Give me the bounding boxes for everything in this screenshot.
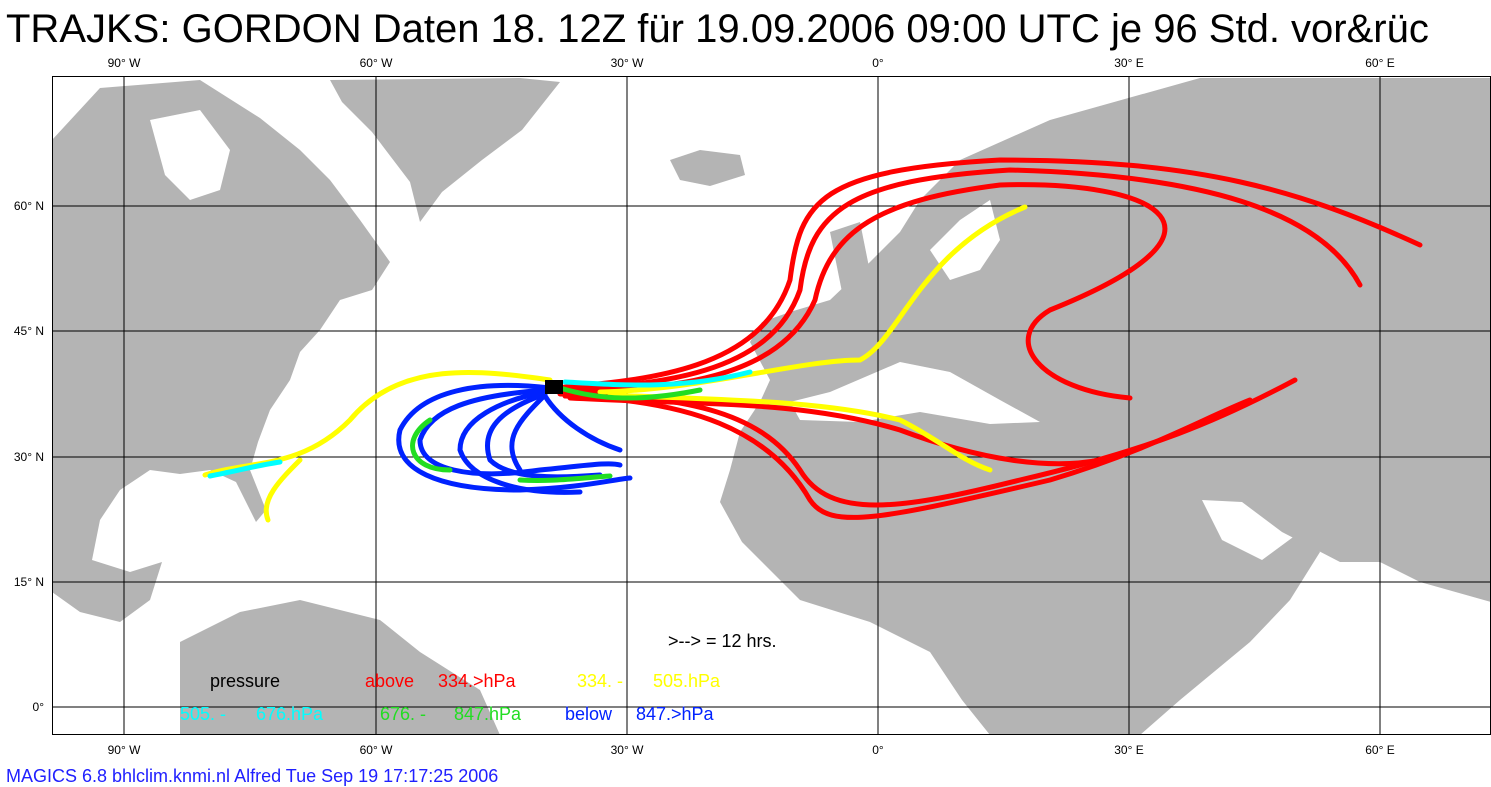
title: TRAJKS: GORDON Daten 18. 12Z für 19.09.2…	[6, 7, 1429, 51]
lon-label-top: 60° E	[1365, 56, 1394, 70]
trajectories	[202, 157, 1423, 523]
lon-label-bottom: 60° E	[1365, 743, 1394, 757]
trajectory	[557, 385, 703, 401]
lat-label: 30° N	[14, 450, 44, 464]
legend-text: 334.>hPa	[438, 671, 517, 691]
lon-label-bottom: 30° E	[1114, 743, 1143, 757]
lat-label: 15° N	[14, 575, 44, 589]
arrow-note: >--> = 12 hrs.	[668, 631, 777, 651]
hudson-bay	[150, 110, 230, 200]
trajectory	[207, 369, 753, 479]
lon-label-bottom: 30° W	[611, 743, 644, 757]
lat-label: 60° N	[14, 199, 44, 213]
legend-text: 334. -	[577, 671, 623, 691]
legend-text: 505. -	[180, 704, 226, 724]
legend-text: 676. -	[380, 704, 426, 724]
trajectory	[484, 391, 603, 480]
lon-label-bottom: 60° W	[360, 743, 393, 757]
trajectory	[417, 387, 623, 477]
legend-text: above	[365, 671, 414, 691]
lat-label: 0°	[33, 700, 45, 714]
lon-label-bottom: 90° W	[108, 743, 141, 757]
lon-label-top: 0°	[872, 56, 884, 70]
trajectory	[509, 393, 623, 473]
trajectory	[552, 157, 1423, 391]
legend-text: 505.hPa	[653, 671, 721, 691]
legend-text: 847.hPa	[454, 704, 522, 724]
legend-text: pressure	[210, 671, 280, 691]
trajectory	[607, 392, 993, 473]
lon-label-top: 90° W	[108, 56, 141, 70]
legend-text: below	[565, 704, 613, 724]
map	[52, 76, 1491, 735]
north-america	[52, 80, 390, 622]
south-america	[180, 600, 500, 735]
trajectory	[557, 182, 1168, 401]
eurasia-africa	[720, 78, 1491, 735]
trajectory	[567, 395, 1103, 467]
legend-text: 847.>hPa	[636, 704, 715, 724]
greenland	[330, 78, 560, 222]
trajectory	[552, 167, 1363, 393]
iceland	[670, 150, 745, 186]
lon-label-top: 30° E	[1114, 56, 1143, 70]
lon-label-bottom: 0°	[872, 743, 884, 757]
footer: MAGICS 6.8 bhlclim.knmi.nl Alfred Tue Se…	[6, 766, 498, 786]
trajectory	[410, 417, 613, 484]
trajectory	[396, 382, 633, 493]
start-marker	[545, 380, 563, 394]
trajectory	[562, 393, 1253, 520]
trajectory	[457, 389, 583, 495]
lon-label-top: 30° W	[611, 56, 644, 70]
lat-label: 45° N	[14, 324, 44, 338]
lon-label-top: 60° W	[360, 56, 393, 70]
labels: 90° W 90° W 60° W 60° W 30° W 30° W 0° 0° 30° E 3…	[6, 56, 1395, 786]
legend-text: 676.hPa	[256, 704, 324, 724]
british-isles	[830, 222, 872, 292]
